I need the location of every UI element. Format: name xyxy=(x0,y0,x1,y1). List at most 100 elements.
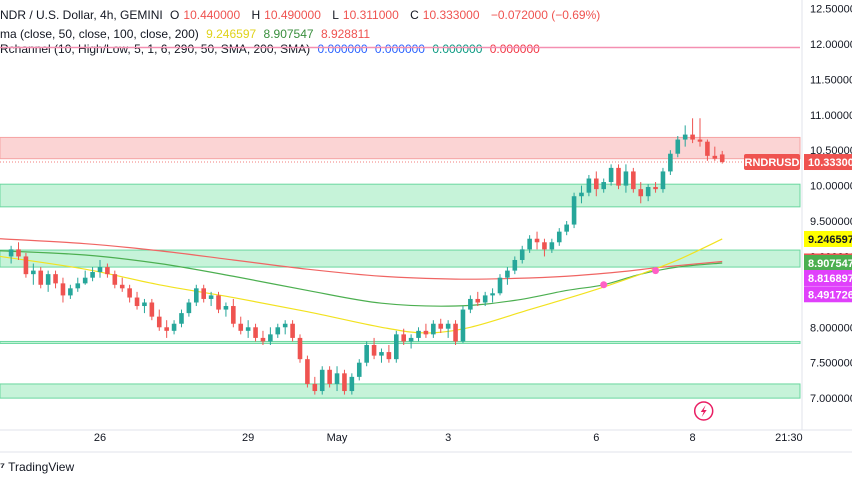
candle-body[interactable] xyxy=(16,249,21,257)
candle-body[interactable] xyxy=(468,298,473,310)
candle-body[interactable] xyxy=(112,274,118,285)
candle-body[interactable] xyxy=(31,270,36,275)
candle-body[interactable] xyxy=(23,256,29,275)
candle-body[interactable] xyxy=(105,267,110,275)
candle-body[interactable] xyxy=(675,139,681,154)
candle-body[interactable] xyxy=(556,231,562,243)
candle-body[interactable] xyxy=(690,134,695,140)
candle-body[interactable] xyxy=(586,178,592,193)
candle-body[interactable] xyxy=(319,369,325,392)
candle-body[interactable] xyxy=(608,167,614,183)
candle-body[interactable] xyxy=(305,359,310,384)
candle-body[interactable] xyxy=(53,274,58,284)
candle-body[interactable] xyxy=(231,306,236,324)
candle-body[interactable] xyxy=(638,189,644,197)
candle-body[interactable] xyxy=(571,196,577,225)
candle-body[interactable] xyxy=(68,288,73,296)
candle-body[interactable] xyxy=(534,238,540,243)
candle-body[interactable] xyxy=(38,270,44,285)
candle-body[interactable] xyxy=(416,330,421,338)
candle-body[interactable] xyxy=(275,327,281,335)
candle-body[interactable] xyxy=(223,306,229,310)
candle-body[interactable] xyxy=(142,302,147,307)
candle-body[interactable] xyxy=(645,187,651,197)
candle-body[interactable] xyxy=(364,344,369,363)
candle-body[interactable] xyxy=(119,284,125,289)
candle-body[interactable] xyxy=(505,270,510,278)
candle-body[interactable] xyxy=(8,249,14,257)
candle-body[interactable] xyxy=(356,362,362,377)
candle-body[interactable] xyxy=(445,323,451,329)
candle-body[interactable] xyxy=(712,155,718,159)
candle-body[interactable] xyxy=(682,134,688,140)
candle-body[interactable] xyxy=(601,182,606,190)
candle-body[interactable] xyxy=(660,171,666,190)
candle-body[interactable] xyxy=(475,298,481,303)
candle-body[interactable] xyxy=(527,238,532,250)
candle-body[interactable] xyxy=(127,288,132,298)
candle-body[interactable] xyxy=(719,154,725,163)
candle-body[interactable] xyxy=(623,171,629,186)
candle-body[interactable] xyxy=(60,283,66,296)
tradingview-brand[interactable]: ⁷ TradingView xyxy=(0,460,74,474)
candle-body[interactable] xyxy=(216,295,221,310)
candle-body[interactable] xyxy=(668,153,673,172)
candle-body[interactable] xyxy=(238,323,244,331)
candle-body[interactable] xyxy=(594,178,599,190)
candle-body[interactable] xyxy=(297,337,303,360)
candle-body[interactable] xyxy=(194,288,199,303)
candle-body[interactable] xyxy=(705,141,710,156)
candle-body[interactable] xyxy=(431,323,436,335)
candle-body[interactable] xyxy=(394,334,399,360)
candle-body[interactable] xyxy=(253,327,258,338)
candle-body[interactable] xyxy=(282,323,288,328)
candle-body[interactable] xyxy=(268,334,273,342)
candle-body[interactable] xyxy=(149,302,155,317)
candle-body[interactable] xyxy=(201,288,206,299)
candle-body[interactable] xyxy=(460,309,466,342)
candle-body[interactable] xyxy=(438,323,444,329)
candle-body[interactable] xyxy=(312,383,318,392)
candle-body[interactable] xyxy=(156,316,162,328)
candle-body[interactable] xyxy=(579,192,584,197)
candle-body[interactable] xyxy=(401,334,406,342)
candle-body[interactable] xyxy=(349,376,355,392)
candle-body[interactable] xyxy=(334,373,340,384)
candle-body[interactable] xyxy=(564,224,569,232)
candle-body[interactable] xyxy=(290,323,295,338)
candle-body[interactable] xyxy=(423,330,429,335)
candle-body[interactable] xyxy=(386,352,392,360)
candle-body[interactable] xyxy=(542,242,547,250)
candle-body[interactable] xyxy=(245,327,251,331)
lightning-icon[interactable] xyxy=(693,401,714,421)
candle-body[interactable] xyxy=(164,327,169,331)
candle-body[interactable] xyxy=(171,323,177,331)
candle-body[interactable] xyxy=(208,295,214,299)
candle-body[interactable] xyxy=(45,274,51,285)
candle-body[interactable] xyxy=(327,369,332,384)
candle-body[interactable] xyxy=(379,352,384,356)
candle-body[interactable] xyxy=(519,249,525,260)
candle-body[interactable] xyxy=(616,167,621,186)
candle-body[interactable] xyxy=(490,293,495,296)
candle-body[interactable] xyxy=(342,373,347,392)
candle-body[interactable] xyxy=(653,187,658,190)
candle-body[interactable] xyxy=(697,139,703,142)
candle-body[interactable] xyxy=(453,323,458,342)
candle-body[interactable] xyxy=(512,259,518,271)
candle-body[interactable] xyxy=(371,344,377,356)
candle-body[interactable] xyxy=(482,295,488,303)
candle-body[interactable] xyxy=(134,297,140,307)
candle-body[interactable] xyxy=(179,313,184,324)
candle-body[interactable] xyxy=(497,277,503,294)
candle-body[interactable] xyxy=(631,171,636,190)
candle-body[interactable] xyxy=(549,242,555,250)
candle-body[interactable] xyxy=(408,337,414,342)
candle-body[interactable] xyxy=(75,283,81,289)
candle-body[interactable] xyxy=(90,272,95,278)
candle-body[interactable] xyxy=(82,277,88,284)
candle-body[interactable] xyxy=(186,302,192,314)
candle-body[interactable] xyxy=(260,337,266,342)
candle-body[interactable] xyxy=(97,267,103,273)
